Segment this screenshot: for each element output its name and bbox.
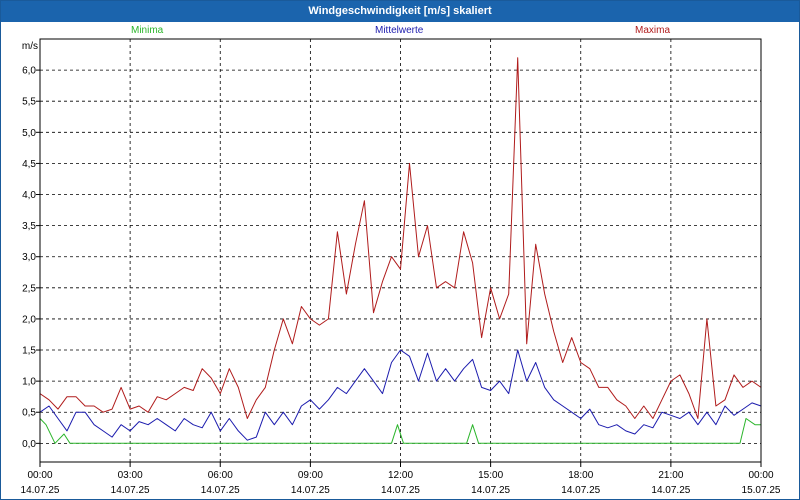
x-tick-time-label: 21:00 xyxy=(658,470,683,481)
y-tick-label: 2,5 xyxy=(22,283,36,294)
y-tick-label: 1,5 xyxy=(22,346,36,357)
x-tick-date-label: 15.07.25 xyxy=(742,485,781,496)
y-tick-label: 3,5 xyxy=(22,221,36,232)
x-tick-date-label: 14.07.25 xyxy=(21,485,60,496)
series-line-maxima xyxy=(39,57,762,419)
x-tick-time-label: 06:00 xyxy=(208,470,233,481)
x-tick-date-label: 14.07.25 xyxy=(111,485,150,496)
x-tick-date-label: 14.07.25 xyxy=(561,485,600,496)
y-tick-label: 0,5 xyxy=(22,408,36,419)
x-tick-time-label: 00:00 xyxy=(27,470,52,481)
legend-mittelwerte: Mittelwerte xyxy=(375,25,424,36)
x-tick-date-label: 14.07.25 xyxy=(381,485,420,496)
y-axis-unit-label: m/s xyxy=(22,41,38,52)
x-tick-date-label: 14.07.25 xyxy=(291,485,330,496)
y-tick-label: 1,0 xyxy=(22,377,36,388)
x-tick-time-label: 03:00 xyxy=(118,470,143,481)
x-tick-time-label: 12:00 xyxy=(388,470,413,481)
x-tick-time-label: 09:00 xyxy=(298,470,323,481)
legend-maxima: Maxima xyxy=(635,25,671,36)
x-tick-time-label: 18:00 xyxy=(568,470,593,481)
y-tick-label: 4,5 xyxy=(22,159,36,170)
y-tick-label: 2,0 xyxy=(22,314,36,325)
plot-area-border xyxy=(39,38,762,463)
y-tick-label: 5,0 xyxy=(22,128,36,139)
x-tick-date-label: 14.07.25 xyxy=(201,485,240,496)
x-tick-date-label: 14.07.25 xyxy=(471,485,510,496)
y-tick-label: 4,0 xyxy=(22,190,36,201)
y-tick-label: 5,5 xyxy=(22,97,36,108)
y-tick-label: 0,0 xyxy=(22,439,36,450)
series-line-minima xyxy=(39,418,761,444)
x-tick-time-label: 00:00 xyxy=(748,470,773,481)
y-tick-label: 3,0 xyxy=(22,252,36,263)
x-tick-date-label: 14.07.25 xyxy=(651,485,690,496)
chart-title: Windgeschwindigkeit [m/s] skaliert xyxy=(1,1,799,22)
x-tick-time-label: 15:00 xyxy=(478,470,503,481)
y-tick-label: 6,0 xyxy=(22,66,36,77)
legend-minima: Minima xyxy=(131,25,164,36)
series-line-mittelwerte xyxy=(39,349,762,441)
